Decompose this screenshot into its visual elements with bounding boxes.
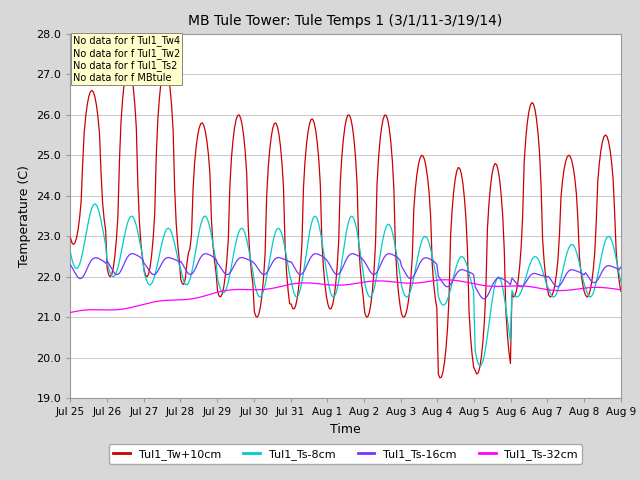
X-axis label: Time: Time [330, 423, 361, 436]
Legend: Tul1_Tw+10cm, Tul1_Ts-8cm, Tul1_Ts-16cm, Tul1_Ts-32cm: Tul1_Tw+10cm, Tul1_Ts-8cm, Tul1_Ts-16cm,… [109, 444, 582, 464]
Title: MB Tule Tower: Tule Temps 1 (3/1/11-3/19/14): MB Tule Tower: Tule Temps 1 (3/1/11-3/19… [188, 14, 503, 28]
Y-axis label: Temperature (C): Temperature (C) [18, 165, 31, 267]
Text: No data for f Tul1_Tw4
No data for f Tul1_Tw2
No data for f Tul1_Ts2
No data for: No data for f Tul1_Tw4 No data for f Tul… [73, 36, 180, 83]
